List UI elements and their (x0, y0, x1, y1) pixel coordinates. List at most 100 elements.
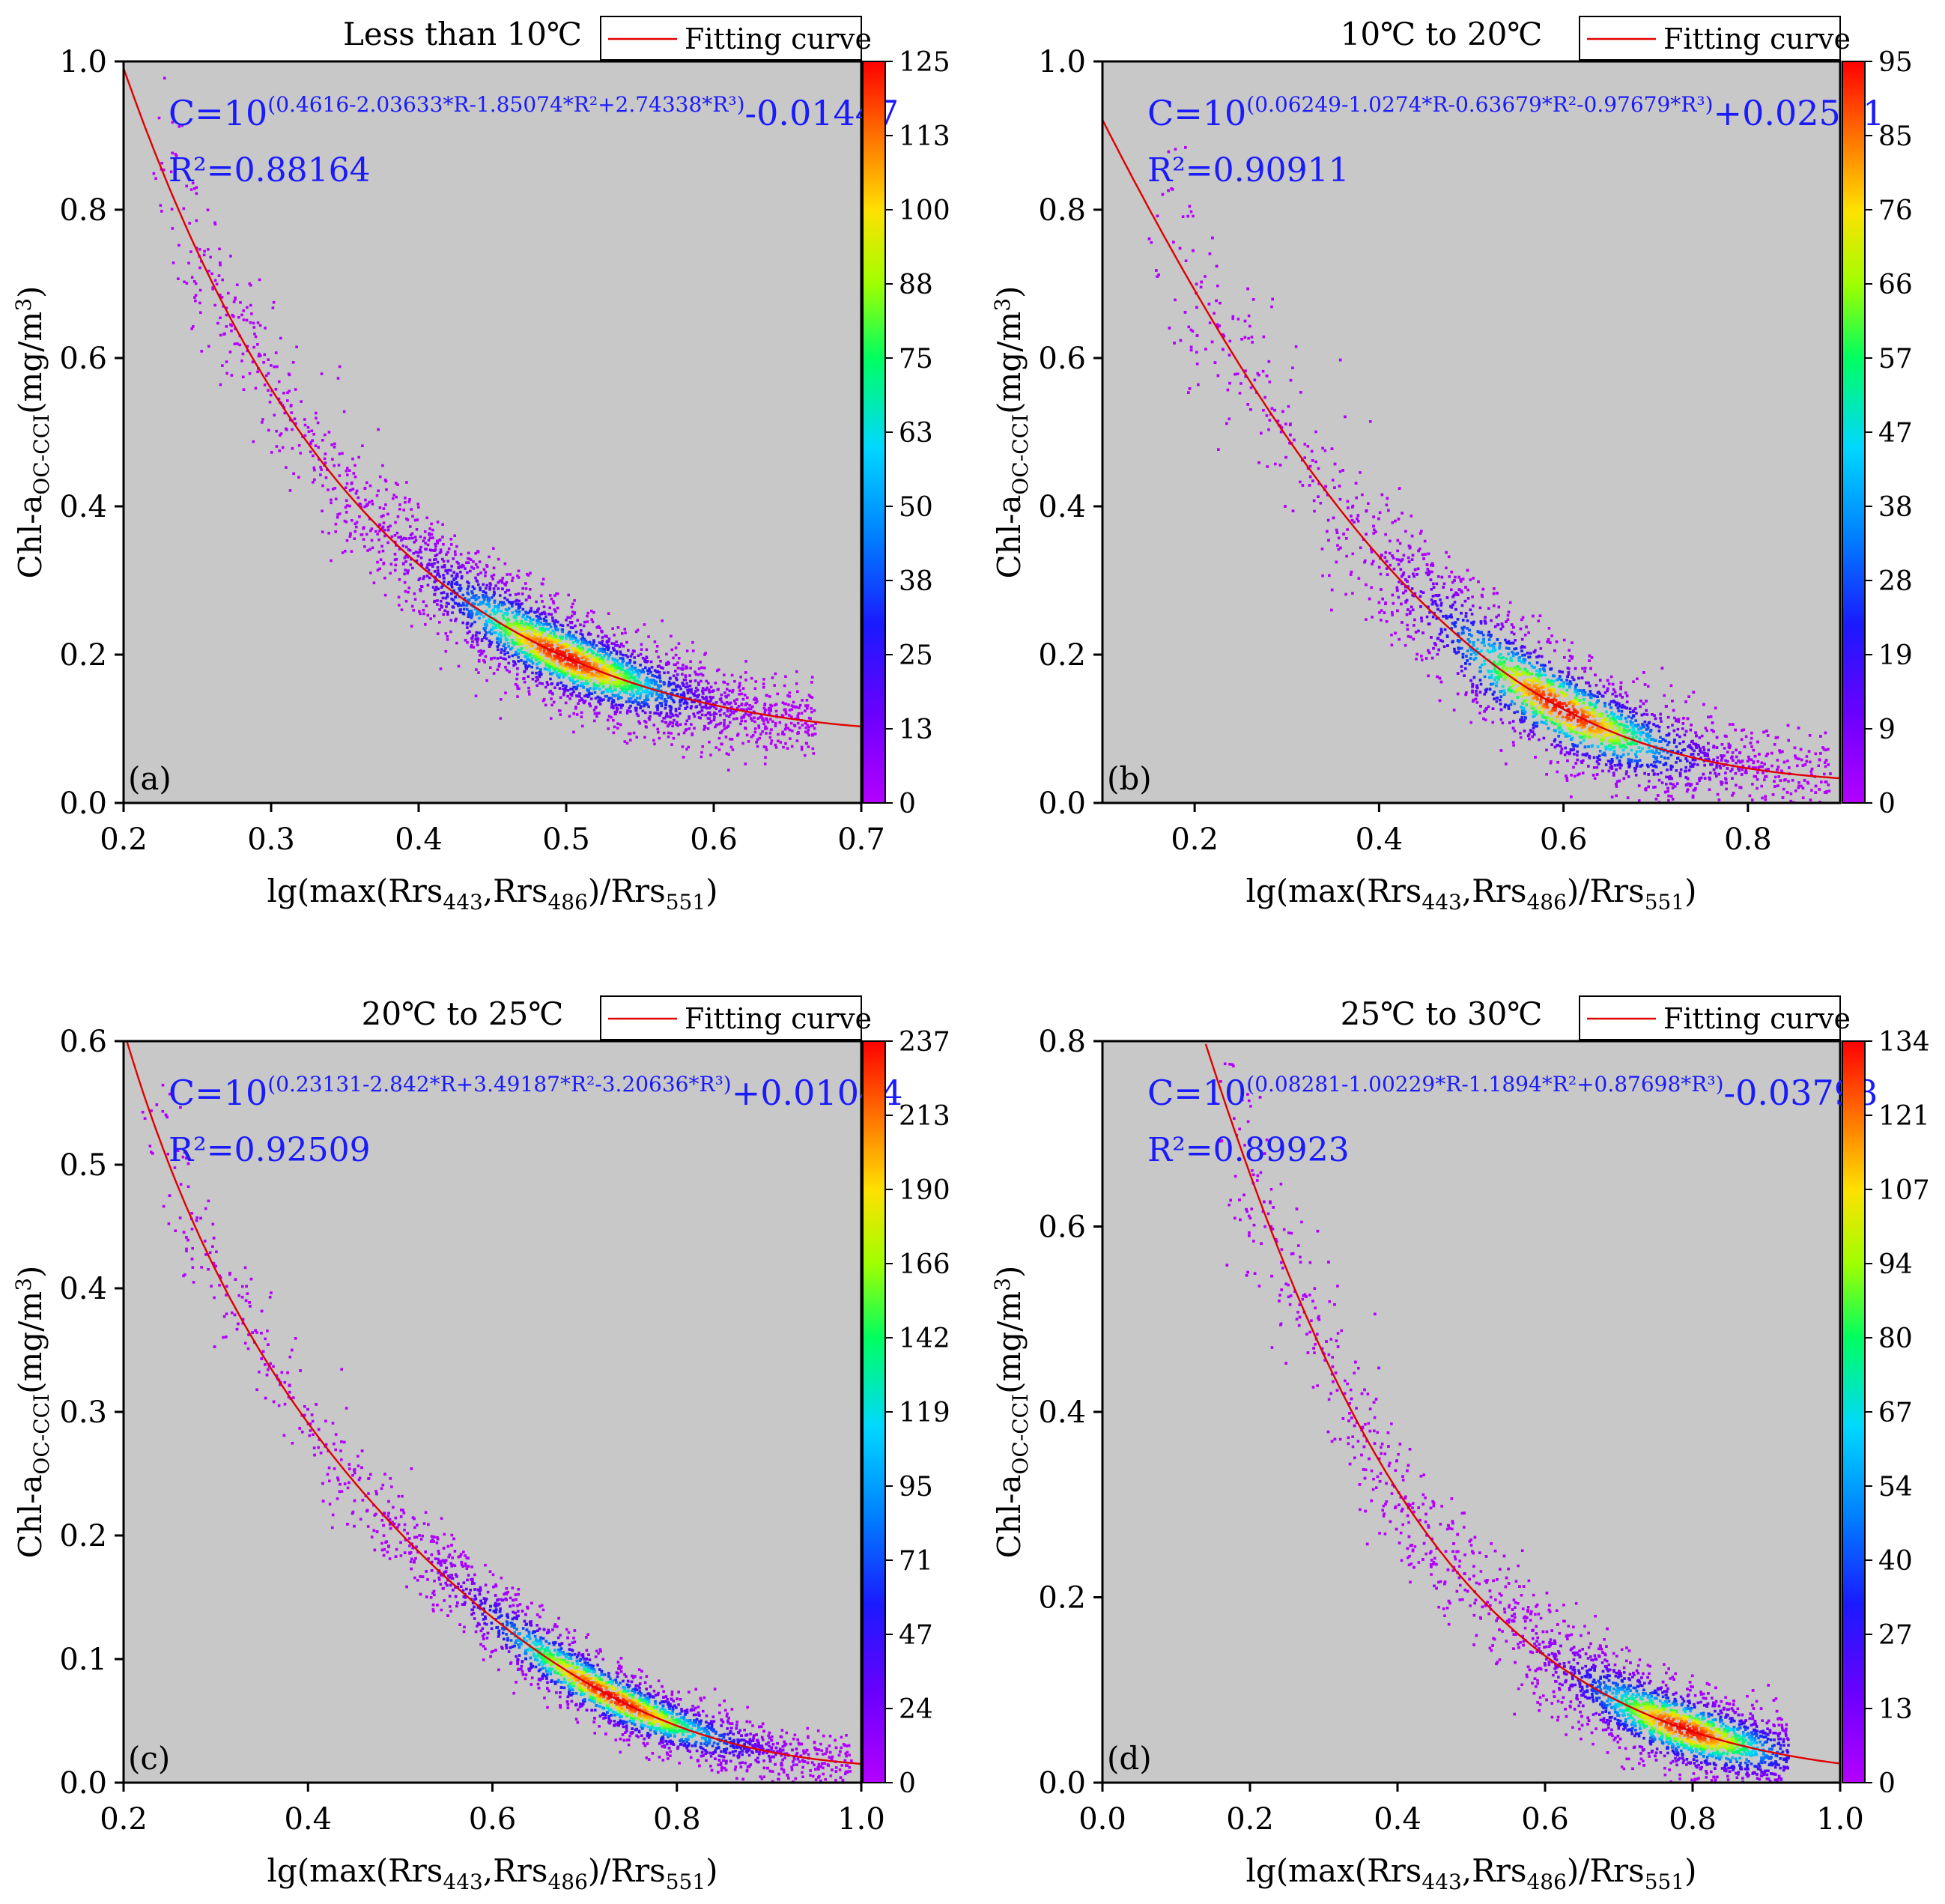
scatter-point (740, 719, 743, 723)
scatter-point (524, 661, 528, 664)
scatter-point (1690, 740, 1693, 744)
scatter-point (810, 710, 813, 714)
scatter-point (431, 586, 435, 589)
scatter-point (613, 676, 617, 679)
scatter-point (635, 736, 639, 739)
scatter-point (804, 709, 807, 712)
scatter-point (171, 227, 175, 230)
scatter-point (544, 637, 547, 641)
scatter-point (1618, 694, 1622, 697)
scatter-point (379, 558, 383, 561)
scatter-point (462, 604, 465, 607)
scatter-point (337, 464, 341, 467)
scatter-point (330, 559, 333, 563)
scatter-point (657, 655, 660, 658)
scatter-point (570, 664, 573, 667)
scatter-point (419, 545, 422, 549)
scatter-point (739, 676, 742, 679)
scatter-point (515, 600, 518, 603)
scatter-point (1188, 204, 1192, 208)
scatter-point (537, 655, 540, 658)
scatter-point (536, 637, 540, 641)
scatter-point (499, 594, 502, 597)
scatter-point (645, 656, 649, 659)
scatter-point (1731, 768, 1734, 771)
scatter-point (1268, 419, 1272, 422)
scatter-point (811, 733, 815, 736)
scatter-point (524, 666, 527, 669)
scatter-point (628, 700, 631, 703)
scatter-point (732, 709, 736, 713)
scatter-point (527, 595, 530, 599)
scatter-point (474, 598, 477, 601)
scatter-point (1510, 623, 1514, 626)
scatter-point (580, 656, 583, 660)
scatter-point (355, 525, 358, 529)
scatter-point (288, 418, 292, 422)
scatter-point (1335, 528, 1338, 532)
scatter-point (719, 708, 723, 712)
scatter-point (493, 592, 496, 595)
scatter-point (1698, 779, 1701, 783)
scatter-point (698, 703, 702, 706)
scatter-point (500, 648, 503, 651)
scatter-point (783, 708, 786, 712)
scatter-point (207, 248, 210, 251)
scatter-point (1718, 765, 1722, 768)
scatter-point (503, 562, 507, 566)
scatter-point (1688, 784, 1692, 787)
scatter-point (1287, 404, 1290, 408)
scatter-point (386, 528, 390, 532)
scatter-point (774, 724, 777, 727)
scatter-point (693, 694, 697, 697)
scatter-point (1410, 587, 1414, 590)
scatter-point (438, 575, 441, 578)
scatter-point (539, 648, 542, 652)
scatter-point (1654, 717, 1657, 721)
scatter-point (643, 711, 647, 715)
scatter-point (383, 534, 386, 538)
scatter-point (491, 622, 494, 625)
scatter-point (572, 641, 575, 644)
scatter-point (475, 613, 478, 616)
scatter-point (583, 652, 586, 655)
scatter-point (1652, 786, 1655, 789)
scatter-point (1593, 777, 1597, 780)
scatter-point (700, 666, 703, 670)
scatter-point (395, 495, 398, 499)
scatter-point (1167, 150, 1171, 154)
scatter-point (637, 720, 640, 724)
scatter-point (1475, 684, 1478, 688)
scatter-point (577, 671, 581, 674)
scatter-point (400, 539, 403, 542)
scatter-point (637, 654, 640, 658)
scatter-point (323, 457, 327, 461)
scatter-point (1371, 563, 1374, 566)
scatter-point (596, 660, 600, 663)
scatter-point (395, 531, 399, 535)
scatter-point (1547, 627, 1551, 630)
scatter-point (600, 642, 604, 645)
scatter-point (1426, 573, 1430, 577)
scatter-point (543, 619, 546, 622)
scatter-point (624, 676, 628, 679)
scatter-point (524, 622, 528, 625)
scatter-point (701, 689, 704, 693)
scatter-point (651, 687, 655, 690)
scatter-point (1776, 736, 1779, 739)
scatter-point (629, 655, 633, 658)
scatter-point (1244, 375, 1247, 378)
scatter-point (381, 464, 384, 467)
scatter-point (754, 701, 757, 705)
scatter-point (1783, 778, 1786, 782)
scatter-point (1789, 799, 1792, 803)
scatter-point (756, 745, 759, 748)
scatter-point (670, 732, 673, 735)
scatter-point (576, 644, 580, 648)
scatter-point (549, 677, 552, 681)
scatter-point (572, 648, 575, 651)
scatter-point (1666, 726, 1670, 729)
scatter-point (1425, 563, 1429, 566)
scatter-point (700, 679, 703, 683)
scatter-point (1538, 738, 1541, 742)
